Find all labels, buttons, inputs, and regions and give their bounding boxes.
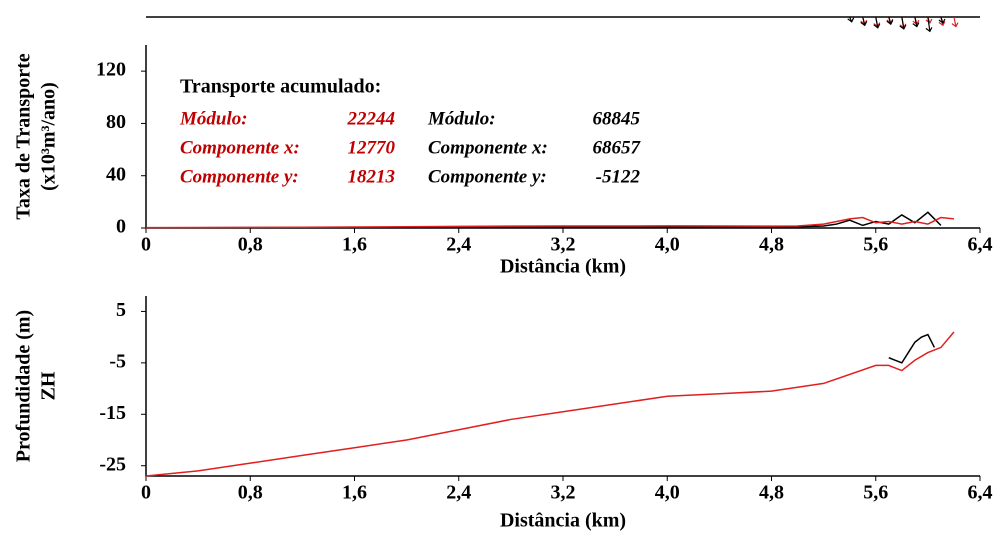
x-tick-label: 4,0 <box>655 234 680 256</box>
vector-arrow <box>860 16 868 27</box>
annotation-value: 18213 <box>348 166 396 187</box>
x-tick-label: 6,4 <box>968 482 993 504</box>
annotation-value: 68657 <box>593 137 642 158</box>
x-tick-label: 1,6 <box>342 234 367 256</box>
y-tick-label: 5 <box>116 299 126 321</box>
vector-arrow <box>951 16 959 28</box>
annotation-value: -5122 <box>596 166 641 187</box>
y-axis-label: ZH <box>38 371 60 400</box>
x-tick-label: 2,4 <box>446 234 471 256</box>
y-tick-label: 120 <box>96 59 126 81</box>
x-tick-label: 3,2 <box>551 482 576 504</box>
vector-arrow <box>899 16 907 30</box>
data-line <box>145 216 955 229</box>
x-axis-label: Distância (km) <box>500 510 626 532</box>
x-tick-label: 0,8 <box>238 234 263 256</box>
annotation-label: Módulo: <box>179 108 248 129</box>
vector-arrow <box>912 16 920 28</box>
data-line <box>888 333 936 364</box>
x-tick-label: 5,6 <box>863 234 888 256</box>
x-tick-label: 4,0 <box>655 482 680 504</box>
x-tick-label: 0 <box>141 482 151 504</box>
annotation-value: 22244 <box>347 108 396 129</box>
y-tick-label: 0 <box>116 216 126 238</box>
annotation-label: Componente x: <box>428 137 548 158</box>
vector-arrow <box>873 16 881 29</box>
annotation-label: Componente y: <box>180 166 299 187</box>
annotation-label: Componente x: <box>180 137 300 158</box>
x-tick-label: 3,2 <box>551 234 576 256</box>
x-tick-label: 1,6 <box>342 482 367 504</box>
vector-arrow <box>925 16 933 33</box>
y-tick-label: -25 <box>99 453 126 475</box>
y-axis-label: (x10³m³/ano) <box>38 82 60 191</box>
x-tick-label: 0 <box>141 234 151 256</box>
y-tick-label: 80 <box>106 111 126 133</box>
y-axis-label: Taxa de Transporte <box>13 53 35 219</box>
x-axis-label: Distância (km) <box>500 256 626 278</box>
y-tick-label: -15 <box>99 402 126 424</box>
annotation-value: 68845 <box>593 108 641 129</box>
annotation-label: Componente y: <box>428 166 547 187</box>
vector-arrow <box>938 16 946 24</box>
annotation-title: Transporte acumulado: <box>180 76 381 98</box>
vector-arrow <box>847 16 855 23</box>
vector-arrow <box>886 16 894 26</box>
x-tick-label: 6,4 <box>968 234 993 256</box>
x-tick-label: 4,8 <box>759 482 784 504</box>
y-tick-label: -5 <box>109 350 126 372</box>
x-tick-label: 4,8 <box>759 234 784 256</box>
x-tick-label: 0,8 <box>238 482 263 504</box>
annotation-value: 12770 <box>348 137 396 158</box>
x-tick-label: 5,6 <box>863 482 888 504</box>
data-line <box>145 331 955 477</box>
y-axis-label: Profundidade (m) <box>13 310 35 462</box>
x-tick-label: 2,4 <box>446 482 471 504</box>
y-tick-label: 40 <box>106 163 126 185</box>
annotation-label: Módulo: <box>427 108 496 129</box>
